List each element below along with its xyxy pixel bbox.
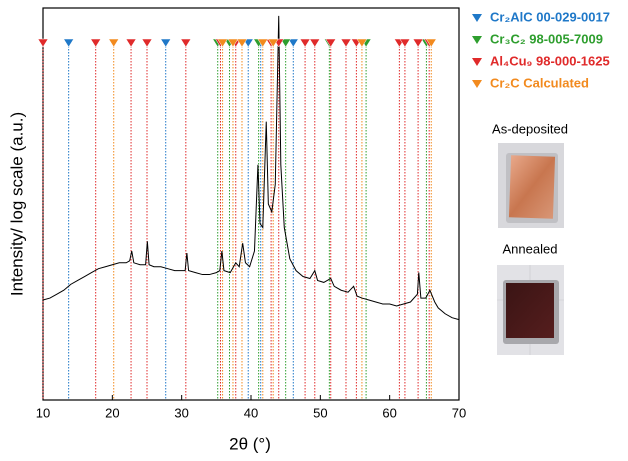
x-tick-label: 50 bbox=[313, 405, 327, 420]
photo-label: As-deposited bbox=[492, 121, 568, 136]
reference-marker bbox=[180, 38, 192, 48]
reference-marker bbox=[309, 38, 321, 48]
photo-as-deposited bbox=[498, 143, 564, 228]
reference-marker bbox=[340, 38, 352, 48]
x-tick-label: 70 bbox=[452, 405, 466, 420]
photo-label: Annealed bbox=[503, 241, 558, 256]
reference-marker bbox=[356, 38, 368, 48]
x-tick-label: 30 bbox=[174, 405, 188, 420]
reference-marker bbox=[267, 38, 279, 48]
reference-marker bbox=[90, 38, 102, 48]
plot-frame bbox=[42, 7, 460, 401]
reference-marker bbox=[63, 38, 75, 48]
reference-marker bbox=[299, 38, 311, 48]
reference-marker bbox=[325, 38, 337, 48]
reference-marker bbox=[217, 38, 229, 48]
photo-annealed bbox=[497, 265, 564, 355]
reference-marker bbox=[160, 38, 172, 48]
reference-marker bbox=[236, 38, 248, 48]
legend-marker bbox=[472, 14, 482, 22]
legend-marker bbox=[472, 80, 482, 88]
x-tick-label: 10 bbox=[36, 405, 50, 420]
x-axis-label: 2θ (°) bbox=[229, 434, 271, 453]
xrd-pattern bbox=[42, 15, 460, 321]
legend-marker bbox=[472, 36, 482, 44]
legend-label: Cr₂AlC 00-029-0017 bbox=[490, 9, 610, 24]
x-tick-label: 60 bbox=[382, 405, 396, 420]
legend-label: Cr₂C Calculated bbox=[490, 75, 589, 90]
legend-label: Cr₃C₂ 98-005-7009 bbox=[490, 31, 603, 46]
x-tick-label: 40 bbox=[244, 405, 258, 420]
reference-marker bbox=[412, 38, 424, 48]
reference-marker bbox=[141, 38, 153, 48]
reference-marker bbox=[227, 38, 239, 48]
reference-marker bbox=[108, 38, 120, 48]
reference-marker bbox=[257, 38, 269, 48]
reference-marker bbox=[125, 38, 137, 48]
y-axis-label: Intensity/ log scale (a.u.) bbox=[7, 112, 26, 296]
legend-label: Al₄Cu₉ 98-000-1625 bbox=[490, 53, 610, 68]
reference-marker bbox=[399, 38, 411, 48]
reference-marker bbox=[425, 38, 437, 48]
reference-marker bbox=[280, 38, 292, 48]
legend-marker bbox=[472, 58, 482, 66]
reference-marker bbox=[37, 38, 49, 48]
reference-marker bbox=[287, 38, 299, 48]
x-tick-label: 20 bbox=[105, 405, 119, 420]
